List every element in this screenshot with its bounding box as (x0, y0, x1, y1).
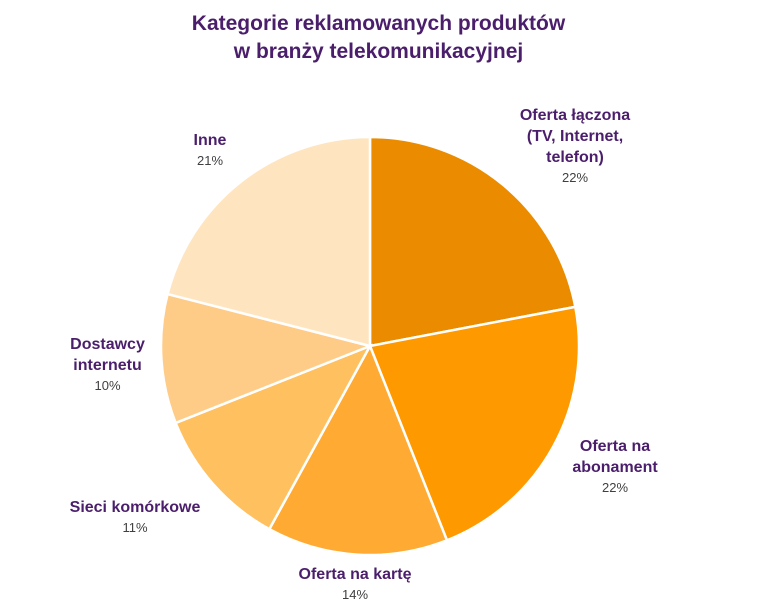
label-sieci-komorkowe: Sieci komórkowe 11% (69, 499, 201, 535)
title-line-2: w branży telekomunikacyjnej (233, 40, 524, 63)
pie-slice (267, 343, 449, 557)
label-oferta-laczona: Oferta łączona (TV, Internet, telefon) 22% (519, 107, 631, 185)
pie-slice (166, 135, 372, 348)
title-line-1: Kategorie reklamowanych produktów (191, 12, 566, 35)
label-dostawcy-internetu: Dostawcy internetu 10% (70, 336, 145, 393)
label-oferta-karta: Oferta na kartę 14% (298, 566, 412, 602)
pie-slice (368, 135, 577, 348)
label-inne: Inne 21% (193, 132, 227, 168)
pie-slice (159, 292, 375, 425)
label-oferta-abonament: Oferta na abonament 22% (572, 438, 658, 495)
pie-slice (174, 343, 373, 531)
pie-slice (368, 305, 581, 542)
chart-title: Kategorie reklamowanych produktów w bran… (0, 10, 757, 66)
